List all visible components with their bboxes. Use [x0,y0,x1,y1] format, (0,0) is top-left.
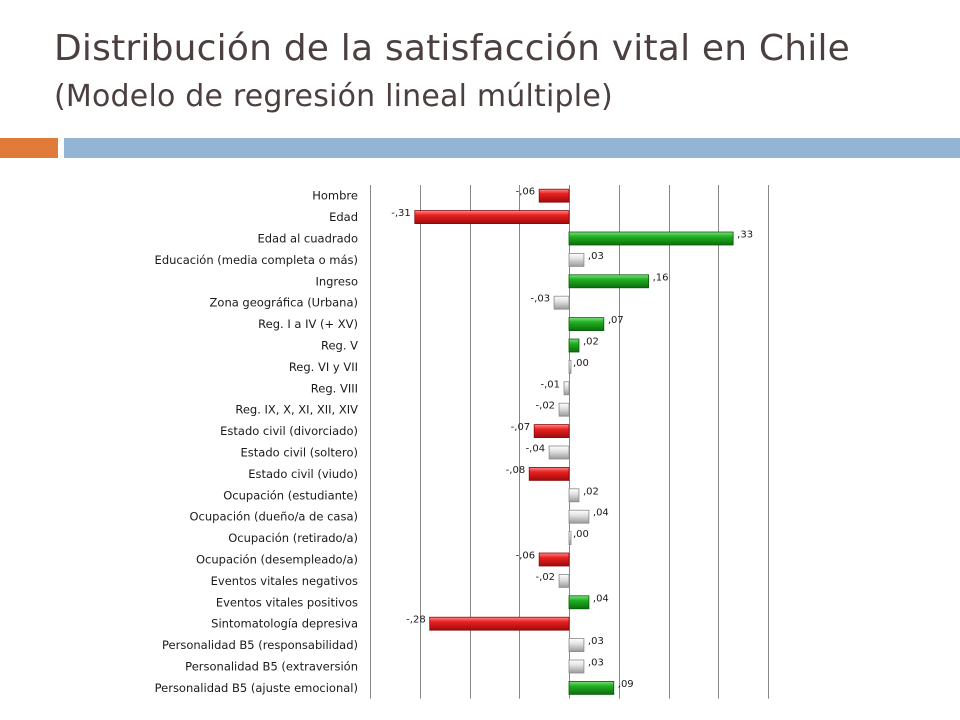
value-label: -,02 [536,401,556,412]
category-labels: Hombre Edad Edad al cuadrado Educación (med… [155,189,359,695]
category-label: Personalidad B5 (extraversión [185,660,358,674]
value-label: ,00 [573,358,589,369]
bar [414,210,570,225]
value-label: -,04 [526,444,546,455]
regression-bar-chart: Hombre Edad Edad al cuadrado Educación (med… [155,185,769,699]
value-label: ,16 [653,272,669,283]
bar [533,424,570,439]
bar [563,381,570,396]
bar [538,188,570,203]
bar [568,509,590,524]
value-label: ,04 [593,593,609,604]
bar [568,274,649,289]
category-label: Personalidad B5 (ajuste emocional) [155,681,358,695]
value-label: ,03 [588,658,604,669]
category-label: Personalidad B5 (responsabilidad) [162,638,358,652]
bar [568,317,605,332]
category-label: Edad al cuadrado [257,232,358,246]
value-label: ,07 [608,315,624,326]
category-label: Reg. I a IV (+ XV) [258,317,358,331]
category-label: Reg. VIII [311,381,358,395]
bar [538,552,570,567]
bar [568,659,585,674]
bar [548,445,570,460]
category-label: Reg. IX, X, XI, XII, XIV [235,403,358,417]
bar [568,680,615,695]
category-label: Eventos vitales positivos [216,595,358,609]
bar [429,616,570,631]
value-label: ,04 [593,508,609,519]
value-label: ,02 [583,486,599,497]
title-subtitle: (Modelo de regresión lineal múltiple) [54,79,613,114]
title-main: Distribución de la satisfacción vital en… [54,28,851,69]
category-label: Ocupación (retirado/a) [228,531,358,545]
value-label: -,03 [531,294,551,305]
value-label: -,02 [536,572,556,583]
value-label: -,07 [511,422,531,433]
bar [568,253,585,267]
value-label: -,01 [541,379,561,390]
category-label: Estado civil (viudo) [248,467,358,481]
bar [568,488,580,503]
value-label: -,06 [516,187,536,198]
category-label: Edad [329,210,358,224]
category-label: Hombre [312,189,358,203]
value-label: ,02 [583,337,599,348]
bar [558,573,570,588]
category-label: Eventos vitales negativos [211,574,358,588]
value-label: ,00 [573,529,589,540]
category-label: Ocupación (dueño/a de casa) [190,510,359,524]
bar [568,359,572,374]
accent-bar-orange [0,138,58,158]
value-label: ,03 [588,636,604,647]
value-label: -,08 [506,465,526,476]
bar [568,595,590,610]
grid-lines [370,185,769,699]
slide-title: Distribución de la satisfacción vital en… [54,24,934,120]
category-label: Reg. VI y VII [289,360,358,374]
category-label: Estado civil (soltero) [241,446,358,460]
value-label: ,09 [618,679,634,690]
value-label: ,03 [588,251,604,262]
bar [558,402,570,417]
category-label: Estado civil (divorciado) [220,424,358,438]
bar [568,231,734,246]
category-label: Ocupación (estudiante) [223,488,358,502]
bar [528,466,570,481]
value-label: -,31 [391,208,411,219]
value-label: ,33 [737,230,753,241]
bars [414,188,734,695]
category-label: Sintomatología depresiva [211,617,358,631]
category-label: Reg. V [321,339,358,353]
bar [568,338,580,353]
category-label: Zona geográfica (Urbana) [210,296,358,310]
category-label: Educación (media completa o más) [155,253,358,267]
category-label: Ocupación (desempleado/a) [196,553,358,567]
bar [568,638,585,653]
value-label: -,06 [516,551,536,562]
value-labels: -,06-,31,33,03,16-,03,07,02,00-,01-,02-,… [391,187,753,690]
value-label: -,28 [406,615,426,626]
category-label: Ingreso [315,274,358,288]
accent-bar-blue [64,138,960,158]
bar [553,295,570,310]
bar [568,531,572,546]
